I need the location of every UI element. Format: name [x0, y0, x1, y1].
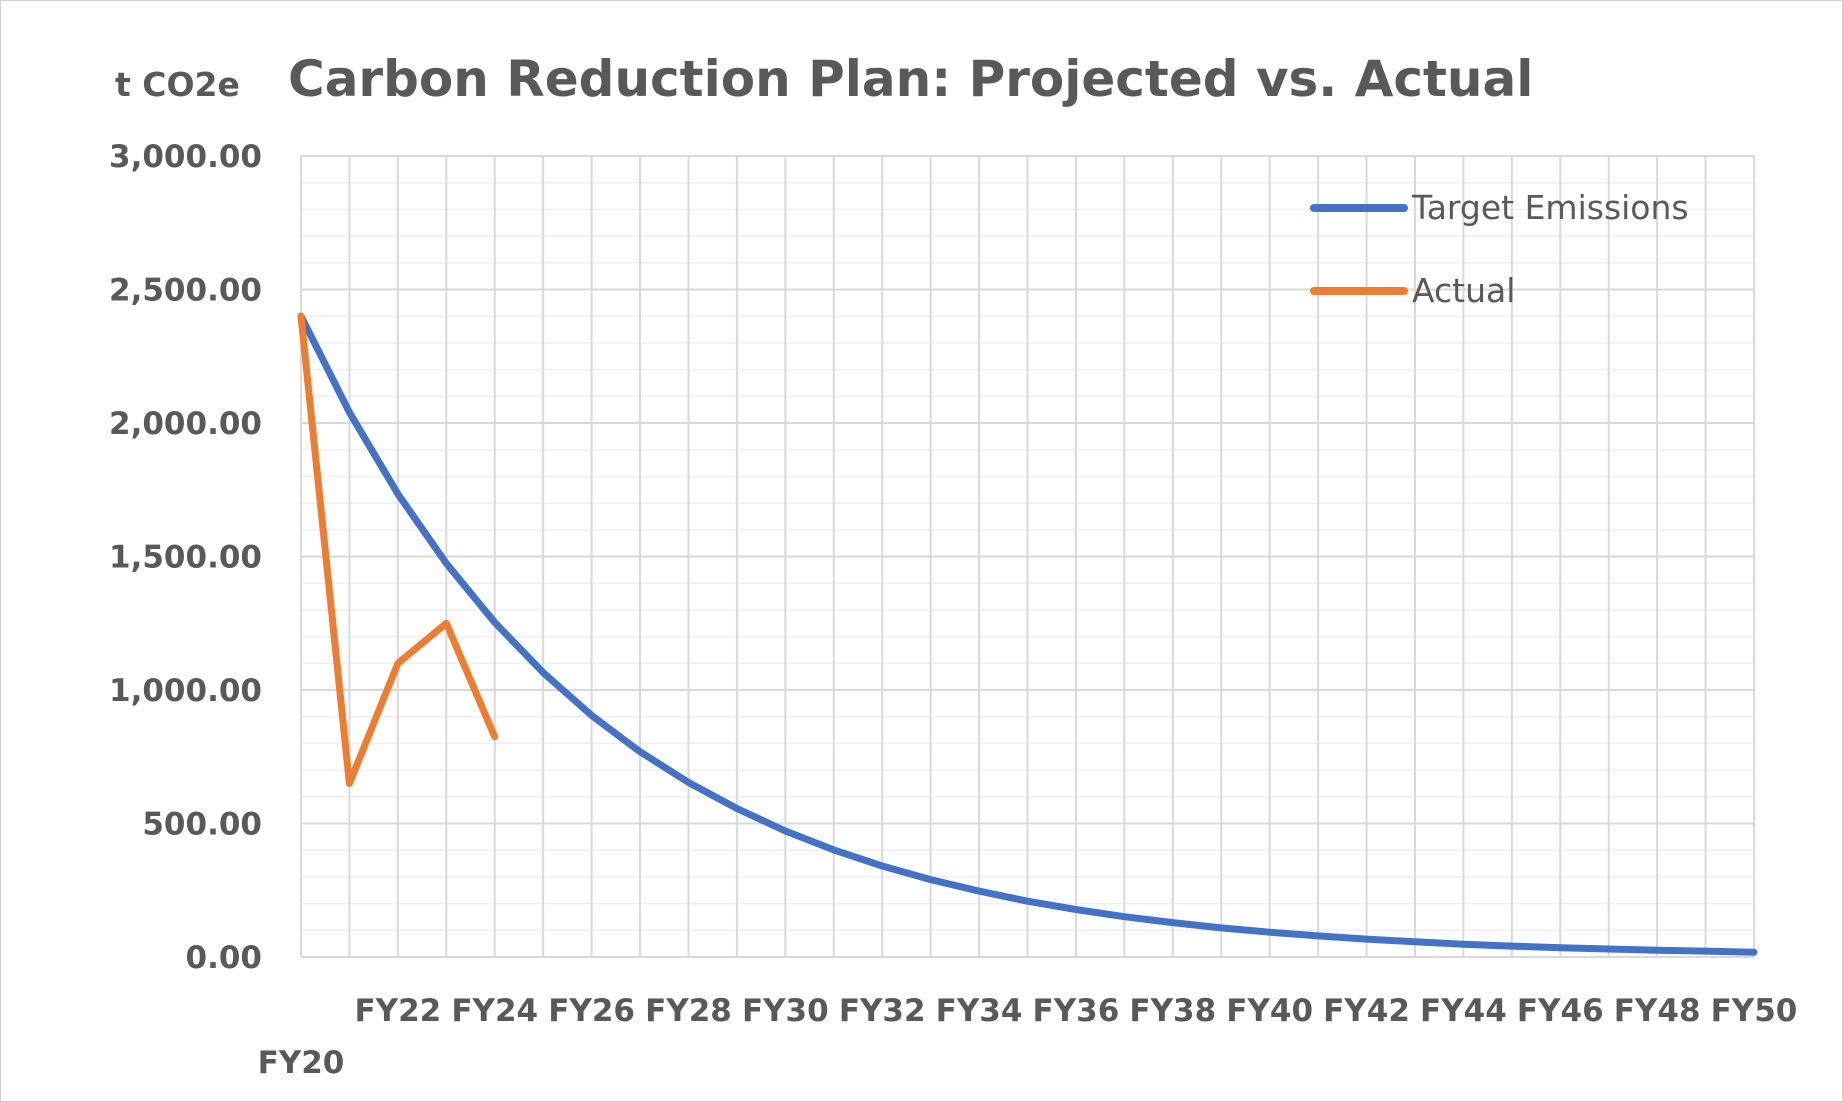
x-tick-label: FY20: [258, 1045, 345, 1081]
series-lines: [297, 312, 1758, 956]
x-tick-label: FY36: [1033, 993, 1120, 1029]
x-tick-label: FY22: [354, 993, 441, 1029]
y-tick-labels: 0.00 500.00 1,000.00 1,500.00 2,000.00 2,500.…: [109, 139, 262, 976]
y-tick-label: 500.00: [142, 807, 262, 843]
y-tick-label: 2,500.00: [109, 273, 262, 309]
y-tick-label: 1,500.00: [109, 540, 262, 576]
legend-label-target-emissions: Target Emissions: [1411, 188, 1689, 227]
y-axis-label: t CO2e: [115, 65, 240, 104]
series-line-target-emissions: [297, 312, 1758, 956]
x-tick-label: FY40: [1226, 993, 1313, 1029]
x-tick-label: FY46: [1517, 993, 1604, 1029]
legend-label-actual: Actual: [1412, 271, 1515, 310]
x-tick-label: FY42: [1323, 993, 1410, 1029]
y-tick-label: 1,000.00: [109, 673, 262, 709]
x-tick-label: FY30: [742, 993, 829, 1029]
y-tick-label: 3,000.00: [109, 139, 262, 175]
legend: Target Emissions Actual: [1310, 188, 1689, 310]
y-tick-label: 2,000.00: [109, 406, 262, 442]
x-tick-label: FY26: [548, 993, 635, 1029]
x-tick-label: FY24: [451, 993, 538, 1029]
x-tick-label: FY32: [839, 993, 926, 1029]
x-tick-label: FY38: [1129, 993, 1216, 1029]
x-tick-label: FY50: [1711, 993, 1798, 1029]
major-gridlines: [300, 155, 1755, 958]
series-line-actual: [297, 312, 499, 787]
x-tick-label: FY28: [645, 993, 732, 1029]
x-tick-label: FY44: [1420, 993, 1507, 1029]
x-tick-label: FY34: [936, 993, 1023, 1029]
y-tick-label: 0.00: [186, 940, 263, 976]
x-tick-label: FY48: [1614, 993, 1701, 1029]
chart-title: Carbon Reduction Plan: Projected vs. Act…: [288, 50, 1533, 108]
